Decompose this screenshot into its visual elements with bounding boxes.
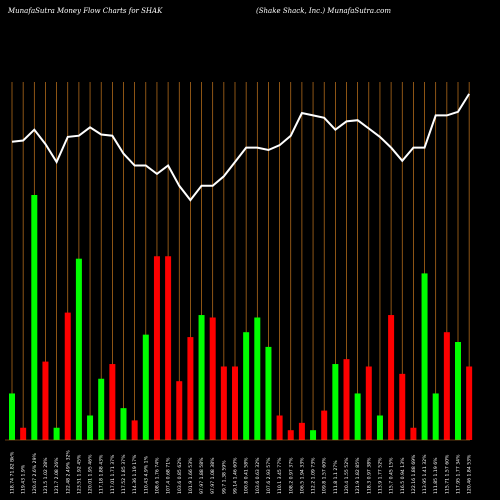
chart-subtitle: (Shake Shack, Inc.) MunafaSutra.com: [256, 7, 392, 15]
x-tick-label: 120.46 1.84 53%: [467, 454, 473, 494]
volume-bar: [321, 410, 328, 440]
x-tick-label: 100.8 0.41 58%: [244, 457, 250, 494]
x-tick-label: 109.8 1.57 60%: [322, 457, 328, 494]
volume-bar: [165, 256, 172, 440]
volume-bar: [98, 378, 105, 440]
volume-bar: [53, 427, 60, 440]
x-tick-label: 119.43 1.9%: [21, 464, 27, 494]
x-tick-label: 122.48 2.49% 32%: [65, 450, 71, 494]
volume-bar: [198, 315, 205, 440]
x-tick-label: 120.47 2.6% 29%: [32, 452, 38, 494]
volume-bar: [388, 315, 395, 440]
volume-bar: [42, 361, 49, 440]
volume-bar: [343, 359, 350, 440]
volume-bar: [443, 332, 450, 440]
x-tick-label: 108.6 1.76 74%: [154, 457, 160, 494]
volume-bar: [421, 273, 428, 440]
volume-bar: [298, 422, 305, 440]
x-tick-label: 121.5 1.02 28%: [43, 457, 49, 494]
volume-bar: [153, 256, 160, 440]
volume-bar: [20, 427, 27, 440]
x-tick-label: 118.3 0.97 38%: [366, 457, 372, 494]
volume-bar: [9, 393, 15, 440]
volume-bar: [142, 334, 149, 440]
volume-bar: [243, 332, 250, 440]
money-flow-line: [11, 93, 470, 202]
x-tick-label: 107.4 0.68 71%: [166, 457, 172, 494]
x-tick-label: 107.6 2.93 57%: [266, 457, 272, 494]
volume-bar: [209, 317, 216, 440]
x-tick-label: 123.51 1.92 45%: [76, 454, 82, 494]
volume-bar: [109, 364, 116, 440]
x-tick-label: 114.36 1.19 17%: [132, 454, 138, 494]
x-tick-label: 106.5 1.94 33%: [299, 457, 305, 494]
x-tick-label: 113.95 1.41 32%: [422, 454, 428, 494]
x-tick-label: 110.43 4.9% 1%: [143, 455, 149, 494]
x-tick-label: 120.4 1.55 52%: [344, 457, 350, 494]
x-tick-label: 99.7 1.38 59%: [221, 460, 227, 494]
volume-bar: [399, 373, 406, 440]
x-tick-label: 113.9 1.77 52%: [377, 457, 383, 494]
volume-bar: [310, 430, 317, 440]
x-tick-label: 117.01 1.71 37%: [110, 454, 116, 494]
x-tick-label: 122.16 1.88 69%: [411, 454, 417, 494]
x-tick-label: 117.52 1.85 37%: [121, 454, 127, 494]
x-tick-label: 108.2 0.97 37%: [288, 457, 294, 494]
x-tick-label: 111.8 1.1 27%: [333, 460, 339, 494]
volume-bar: [187, 337, 194, 440]
volume-bar: [455, 342, 461, 440]
x-tick-label: 121.9 1.82 85%: [355, 457, 361, 494]
x-tick-label: 99.14 1.46 60%: [233, 457, 239, 494]
volume-bar: [120, 408, 127, 440]
x-tick-label: 103.6 0.63 32%: [255, 457, 261, 494]
x-tick-label: 117.95 1.77 34%: [456, 454, 462, 494]
x-tick-label: 103.6 0.85 62%: [177, 457, 183, 494]
volume-bar: [276, 415, 283, 440]
volume-bar: [131, 420, 138, 440]
volume-bar: [64, 312, 71, 440]
x-tick-label: 116.5 0.94 13%: [400, 457, 406, 494]
x-tick-label: 97.97 1.08 38%: [210, 457, 216, 494]
chart-title: MunafaSutra Money Flow Charts for SHAK: [8, 7, 163, 15]
volume-bar: [232, 366, 238, 440]
volume-bar: [365, 366, 372, 440]
volume-bar: [220, 366, 227, 440]
x-tick-label: 115.71 1.57 60%: [444, 454, 450, 494]
volume-bar: [432, 393, 439, 440]
x-tick-label: 97.97 1.88 58%: [199, 457, 205, 494]
x-tick-label: 118.74 71.82 Bk%: [10, 451, 16, 494]
x-tick-label: 111.85 1.19 6%: [433, 457, 439, 494]
volume-bar: [75, 258, 82, 440]
volume-bar: [466, 366, 473, 440]
volume-bars: [9, 195, 473, 440]
x-tick-label: 110.1 3.45 77%: [277, 457, 283, 494]
volume-bar: [87, 415, 94, 440]
volume-bar: [265, 346, 272, 440]
volume-bar: [31, 195, 38, 440]
x-tick-label: 120.01 1.95 46%: [88, 454, 94, 494]
volume-bar: [287, 430, 294, 440]
money-flow-line: [11, 93, 470, 202]
volume-bar: [176, 381, 183, 440]
x-tick-label: 115.7 0.45 15%: [389, 457, 395, 494]
volume-bar: [410, 427, 417, 440]
volume-bar: [354, 393, 361, 440]
x-tick-label: 117.18 1.88 43%: [99, 454, 105, 494]
volume-bar: [376, 415, 383, 440]
x-tick-label: 101.9 1.66 53%: [188, 457, 194, 494]
x-tick-label: 121.7 2.08 26%: [54, 457, 60, 494]
x-tick-label: 112.2 1.09 73%: [311, 457, 317, 494]
volume-bar: [254, 317, 261, 440]
volume-bar: [332, 364, 339, 440]
x-axis-labels: 118.74 71.82 Bk% 119.43 1.9% 120.47 2.6% 2…: [10, 450, 473, 494]
